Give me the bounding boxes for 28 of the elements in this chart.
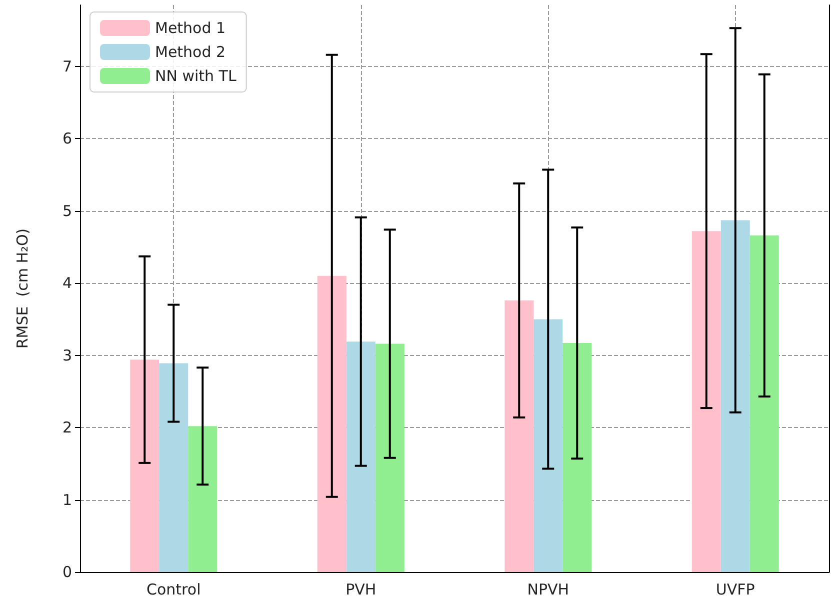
y-tick-label: 2 [62, 418, 72, 437]
x-tick-label: UVFP [716, 580, 755, 598]
x-tick-label: PVH [346, 580, 376, 598]
bar [504, 300, 534, 572]
bar [562, 343, 592, 572]
bar [692, 231, 721, 572]
bar [317, 276, 346, 572]
y-tick-label: 0 [62, 563, 72, 581]
bar [346, 342, 376, 572]
bar [159, 363, 188, 572]
y-tick-label: 6 [62, 130, 72, 148]
bar [750, 235, 779, 572]
y-tick-label: 1 [62, 490, 72, 509]
bar [188, 426, 218, 572]
bar [375, 344, 404, 572]
y-tick-label: 5 [62, 202, 72, 220]
y-tick-label: 3 [62, 346, 72, 364]
legend-label: Method 1 [155, 19, 226, 37]
bar [534, 319, 563, 572]
y-tick-label: 4 [62, 274, 72, 292]
legend-label: Method 2 [155, 43, 226, 61]
bar [130, 360, 160, 572]
legend-label: NN with TL [155, 67, 237, 85]
x-tick-label: Control [146, 580, 201, 598]
y-tick-label: 7 [62, 57, 72, 76]
x-tick-label: NPVH [527, 580, 570, 598]
bar [720, 220, 750, 572]
y-axis-title: RMSE (cm H₂O) [14, 228, 32, 349]
